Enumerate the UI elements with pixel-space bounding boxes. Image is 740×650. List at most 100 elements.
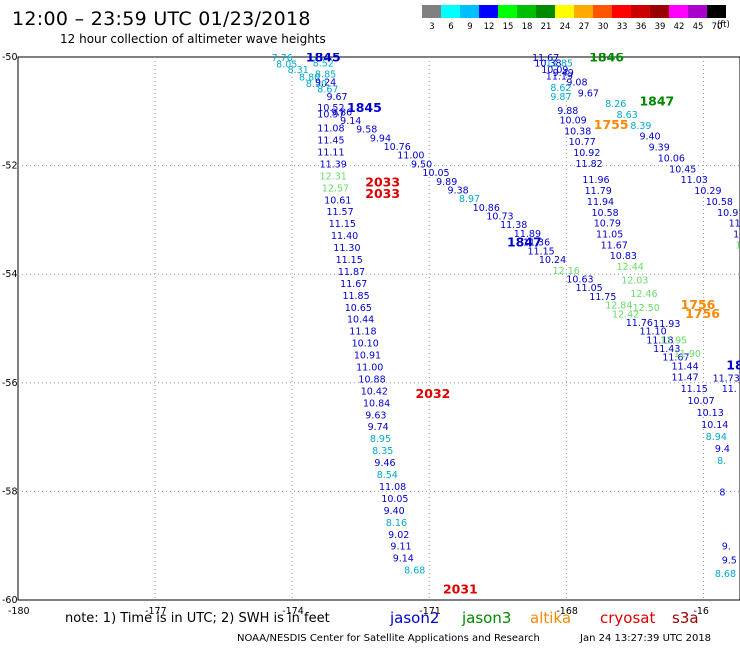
wave-height-label: 11.89 (514, 229, 541, 240)
wave-height-label: 11.16 (729, 219, 740, 230)
wave-height-label: 8.35 (372, 446, 393, 457)
wave-height-label: 11.15 (329, 219, 356, 230)
wave-height-label: 11.00 (356, 363, 383, 374)
scale-label: 33 (616, 22, 628, 32)
wave-height-label: 8.54 (377, 470, 398, 481)
wave-height-label: 11.85 (342, 291, 369, 302)
wave-height-label: 8.80 (299, 73, 320, 84)
pass-time-label: 1845 (306, 49, 341, 64)
wave-height-label: 10.24 (539, 255, 566, 266)
wave-height-label: 8.31 (288, 65, 309, 76)
wave-height-label: 10.09 (541, 65, 568, 76)
pass-time-label: 1846 (589, 49, 624, 64)
wave-height-label: 10.63 (566, 275, 593, 286)
wave-height-label: 10.06 (658, 153, 685, 164)
wave-height-label: 10.88 (358, 374, 385, 385)
generated-timestamp: Jan 24 13:27:39 UTC 2018 (580, 633, 712, 644)
wave-height-label: 11.85 (546, 58, 573, 69)
wave-height-label: 11.76 (626, 318, 653, 329)
wave-height-label: 11.67 (340, 279, 367, 290)
wave-height-label: 11.82 (575, 159, 602, 170)
wave-height-label: 11.11 (317, 147, 344, 158)
wave-height-label: 10.07 (687, 396, 714, 407)
wave-height-label: 10.13 (697, 408, 724, 419)
legend-jason2: jason2 (390, 609, 440, 627)
wave-height-label: 10.14 (701, 420, 728, 431)
wave-height-label: 9.88 (557, 106, 578, 117)
wave-height-label: 11.15 (681, 384, 708, 395)
wave-height-label: 10.86 (473, 203, 500, 214)
wave-height-label: 10.97 (317, 109, 344, 120)
scale-swatch (555, 5, 574, 18)
scale-swatch (631, 5, 650, 18)
scale-swatch (650, 5, 669, 18)
x-tick-label: -174 (282, 606, 304, 617)
scale-label: 18 (521, 22, 533, 32)
wave-height-label: 11.43 (653, 344, 680, 355)
scale-unit: (ft) (717, 20, 730, 30)
wave-height-label: 11.94 (587, 197, 614, 208)
wave-height-label: 9.39 (649, 143, 670, 154)
wave-height-label: 8.16 (386, 518, 407, 529)
wave-height-label: 8.68 (404, 566, 425, 577)
wave-height-label: 11.08 (379, 482, 406, 493)
wave-height-label: 11.00 (397, 151, 424, 162)
wave-height-label: 9.46 (374, 458, 395, 469)
x-tick-label: -180 (8, 606, 30, 617)
wave-height-label: 10.09 (560, 115, 587, 126)
wave-height-label: 11.67 (601, 240, 628, 251)
scale-label: 70 (711, 22, 723, 32)
wave-height-label: 11.19 (546, 71, 573, 82)
wave-height-label: 9.58 (356, 125, 377, 136)
wave-height-label: 8.63 (617, 110, 638, 121)
wave-height-label: 11. (722, 384, 737, 395)
wave-height-label: 10.65 (345, 303, 372, 314)
pass-time-label: 2032 (416, 386, 451, 401)
wave-height-label: 10.58 (591, 208, 618, 219)
x-tick-label: -177 (145, 606, 167, 617)
wave-height-label: 11.08 (317, 124, 344, 135)
wave-height-label: 10.79 (594, 219, 621, 230)
wave-height-label: 9.67 (326, 92, 347, 103)
scale-label: 30 (597, 22, 609, 32)
wave-height-label: 9.63 (365, 410, 386, 421)
wave-height-label: 8.95 (370, 434, 391, 445)
wave-height-label: 10.76 (384, 142, 411, 153)
legend-jason3: jason3 (462, 609, 512, 627)
pass-time-label: 1847 (639, 93, 674, 108)
scale-swatch (669, 5, 688, 18)
wave-height-label: 11.15 (528, 246, 555, 257)
wave-height-label: 11.75 (589, 292, 616, 303)
scale-swatch (460, 5, 479, 18)
wave-height-label: 11.40 (331, 231, 358, 242)
x-tick-label: -171 (419, 606, 441, 617)
wave-height-label: 8.39 (630, 121, 651, 132)
wave-height-label: 9.49 (553, 68, 574, 79)
wave-height-label: 12.31 (320, 171, 347, 182)
wave-height-label: 11.45 (317, 136, 344, 147)
wave-height-label: 9.5 (722, 555, 737, 566)
wave-height-label: 10.83 (610, 251, 637, 262)
y-tick-label: -60 (2, 595, 18, 606)
wave-height-label: 11.18 (349, 327, 376, 338)
chart-title: 12:00 – 23:59 UTC 01/23/2018 (12, 8, 311, 30)
wave-height-label: 7.76 (272, 53, 293, 64)
scale-swatch (441, 5, 460, 18)
wave-height-label: 11.05 (575, 283, 602, 294)
scale-label: 36 (635, 22, 647, 32)
wave-height-label: 8. (717, 456, 726, 467)
wave-height-label: 12.44 (617, 262, 644, 273)
wave-height-label: 9.40 (384, 506, 405, 517)
wave-height-label: 12.57 (322, 183, 349, 194)
wave-height-label: 9.94 (370, 133, 391, 144)
wave-height-label: 9.08 (566, 77, 587, 88)
wave-height-label: 9.89 (436, 177, 457, 188)
y-tick-label: -58 (2, 486, 18, 497)
wave-height-label: 10.61 (324, 195, 351, 206)
wave-height-label: 11.87 (338, 267, 365, 278)
wave-height-label: 8.68 (715, 569, 736, 580)
wave-height-label: 8.62 (550, 83, 571, 94)
wave-height-label: 11.10 (639, 327, 666, 338)
y-tick-label: -50 (2, 52, 18, 63)
